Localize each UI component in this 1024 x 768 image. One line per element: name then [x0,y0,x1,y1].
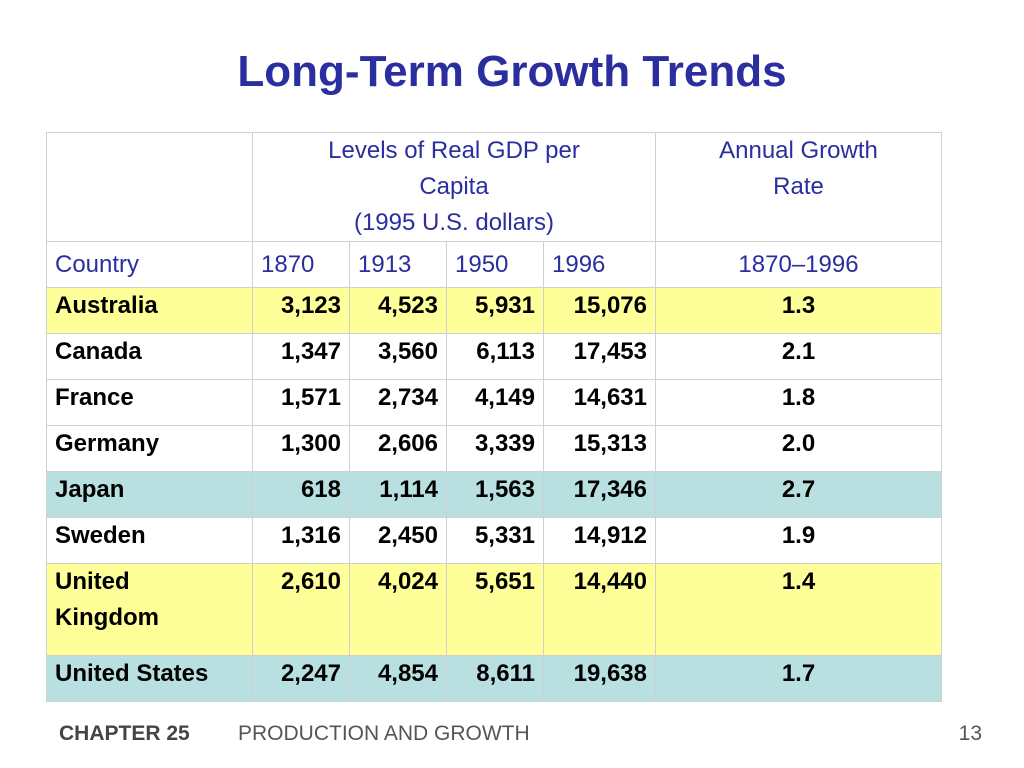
col-header-range: 1870–1996 [655,241,942,288]
growth-rate: 1.3 [655,287,942,334]
value-1913: 3,560 [349,333,447,380]
country-cell: Australia [46,287,253,334]
value-1950: 8,611 [446,655,544,702]
value-1913: 2,606 [349,425,447,472]
country-cell: Germany [46,425,253,472]
country-line: United [55,568,130,595]
value-1950: 5,331 [446,517,544,564]
levels-header: Levels of Real GDP per Capita (1995 U.S.… [252,132,656,242]
value-1913: 1,114 [349,471,447,518]
table-row: Germany 1,300 2,606 3,339 15,313 2.0 [46,425,942,472]
growth-rate: 1.7 [655,655,942,702]
slide-title: Long-Term Growth Trends [237,47,787,96]
table-row: France 1,571 2,734 4,149 14,631 1.8 [46,379,942,426]
value-1996: 17,346 [543,471,656,518]
value-1950: 5,651 [446,563,544,656]
value-1870: 618 [252,471,350,518]
col-header-1950: 1950 [446,241,544,288]
value-1870: 3,123 [252,287,350,334]
group-header-row: Levels of Real GDP per Capita (1995 U.S.… [46,132,942,242]
growth-rate: 2.1 [655,333,942,380]
col-header-1870: 1870 [252,241,350,288]
col-header-1913: 1913 [349,241,447,288]
value-1996: 14,631 [543,379,656,426]
col-header-1996: 1996 [543,241,656,288]
value-1996: 15,076 [543,287,656,334]
growth-rate: 1.9 [655,517,942,564]
growth-rate: 1.4 [655,563,942,656]
value-1996: 15,313 [543,425,656,472]
growth-header-line: Annual Growth [719,137,878,164]
value-1913: 2,734 [349,379,447,426]
levels-header-line: Capita [419,173,489,200]
value-1950: 6,113 [446,333,544,380]
value-1870: 1,316 [252,517,350,564]
value-1950: 1,563 [446,471,544,518]
value-1913: 4,024 [349,563,447,656]
table-row: Australia 3,123 4,523 5,931 15,076 1.3 [46,287,942,334]
growth-rate: 2.0 [655,425,942,472]
value-1913: 4,523 [349,287,447,334]
country-cell: United States [46,655,253,702]
value-1950: 5,931 [446,287,544,334]
col-header-country: Country [46,241,253,288]
table-row: Canada 1,347 3,560 6,113 17,453 2.1 [46,333,942,380]
footer-page-number: 13 [958,722,982,745]
footer-chapter-title: PRODUCTION AND GROWTH [238,722,530,745]
country-cell: United Kingdom [46,563,253,656]
value-1950: 3,339 [446,425,544,472]
country-cell: Sweden [46,517,253,564]
value-1950: 4,149 [446,379,544,426]
growth-header: Annual Growth Rate [655,132,942,242]
growth-rate: 2.7 [655,471,942,518]
levels-header-line: Levels of Real GDP per [328,137,580,164]
growth-header-line: Rate [773,173,824,200]
value-1996: 14,912 [543,517,656,564]
empty-header-cell [46,132,253,242]
value-1870: 1,347 [252,333,350,380]
gdp-table: Levels of Real GDP per Capita (1995 U.S.… [46,132,942,702]
column-header-row: Country 1870 1913 1950 1996 1870–1996 [46,241,942,288]
country-cell: Canada [46,333,253,380]
value-1870: 1,571 [252,379,350,426]
value-1870: 2,610 [252,563,350,656]
country-line: Kingdom [55,604,159,631]
value-1913: 2,450 [349,517,447,564]
value-1870: 2,247 [252,655,350,702]
value-1996: 17,453 [543,333,656,380]
levels-header-line: (1995 U.S. dollars) [353,209,555,236]
country-cell: Japan [46,471,253,518]
value-1996: 14,440 [543,563,656,656]
growth-rate: 1.8 [655,379,942,426]
table-row: Sweden 1,316 2,450 5,331 14,912 1.9 [46,517,942,564]
value-1913: 4,854 [349,655,447,702]
country-cell: France [46,379,253,426]
value-1996: 19,638 [543,655,656,702]
value-1870: 1,300 [252,425,350,472]
table-row: United Kingdom 2,610 4,024 5,651 14,440 … [46,563,942,656]
footer-chapter: CHAPTER 25 [59,722,190,745]
table-row: United States 2,247 4,854 8,611 19,638 1… [46,655,942,702]
table-row: Japan 618 1,114 1,563 17,346 2.7 [46,471,942,518]
